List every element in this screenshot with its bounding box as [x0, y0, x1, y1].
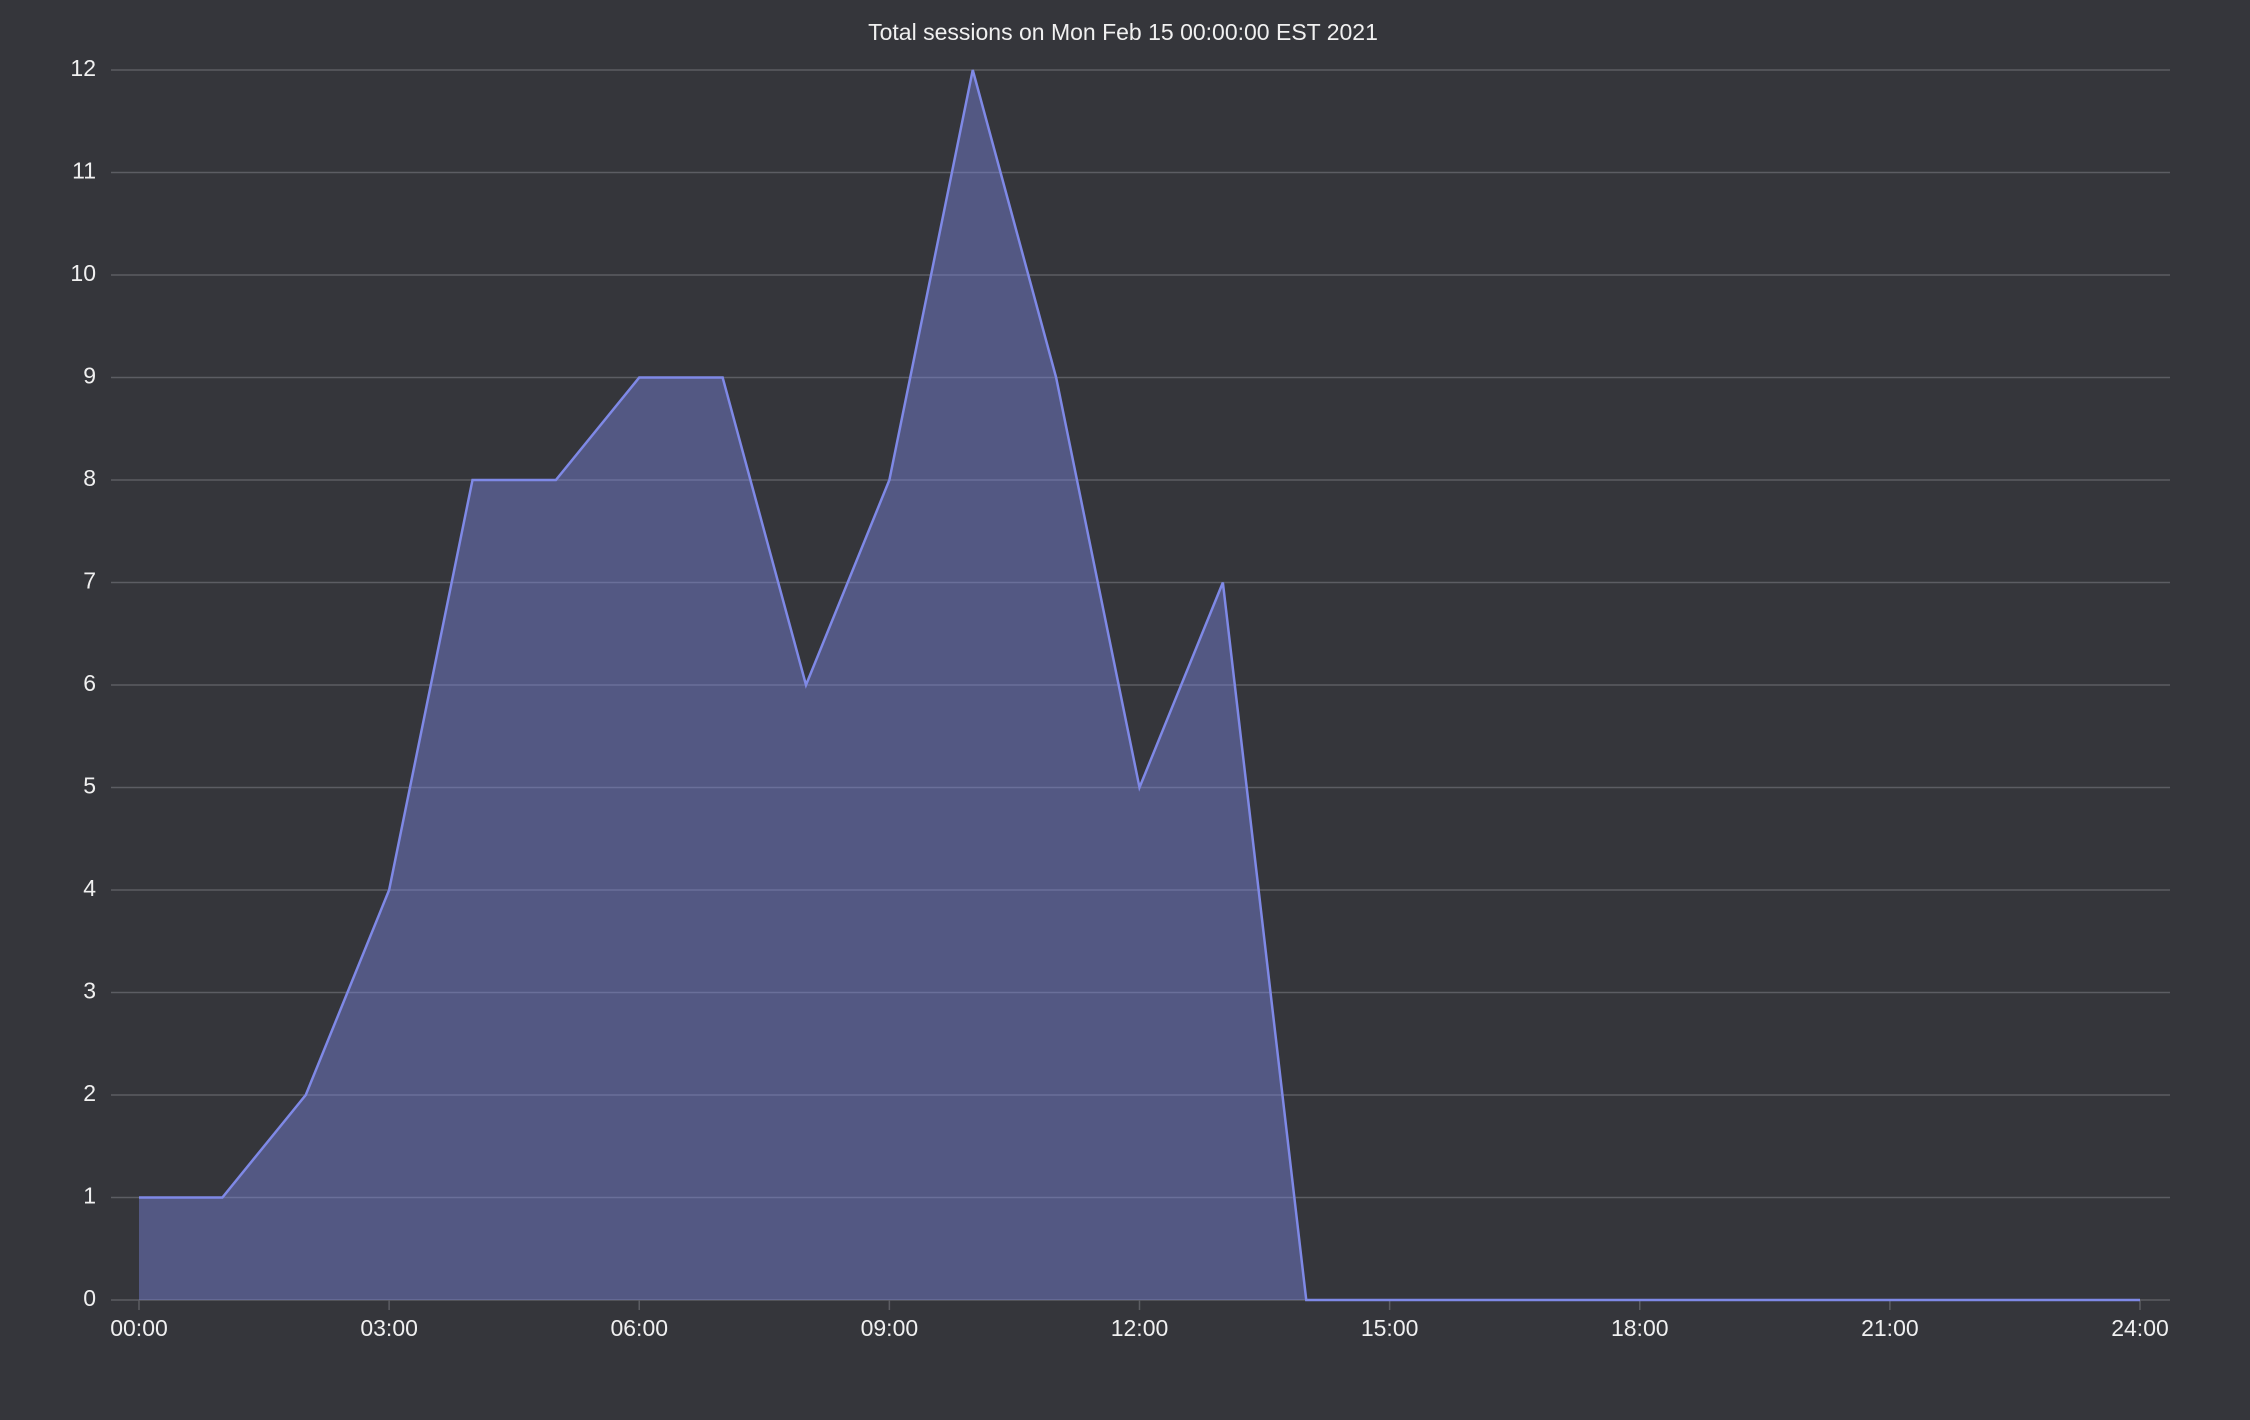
y-tick-label: 5 — [83, 773, 96, 799]
y-tick-label: 7 — [83, 568, 96, 594]
x-tick-label: 24:00 — [2111, 1315, 2169, 1341]
chart-title: Total sessions on Mon Feb 15 00:00:00 ES… — [868, 19, 1378, 45]
y-tick-label: 4 — [83, 875, 96, 901]
y-tick-label: 11 — [72, 158, 96, 184]
x-tick-label: 18:00 — [1611, 1315, 1669, 1341]
y-tick-label: 8 — [83, 465, 96, 491]
area-line — [139, 69, 2140, 1302]
y-tick-label: 12 — [70, 55, 96, 81]
x-tick-label: 12:00 — [1111, 1315, 1169, 1341]
x-tick-label: 15:00 — [1361, 1315, 1419, 1341]
y-tick-label: 2 — [83, 1080, 96, 1106]
y-tick-label: 1 — [83, 1183, 96, 1209]
y-tick-label: 10 — [70, 260, 96, 286]
x-tick-label: 06:00 — [610, 1315, 668, 1341]
y-tick-label: 3 — [83, 978, 96, 1004]
x-tick-label: 09:00 — [861, 1315, 919, 1341]
x-tick-label: 03:00 — [360, 1315, 418, 1341]
x-tick-label: 21:00 — [1861, 1315, 1919, 1341]
x-tick-label: 00:00 — [110, 1315, 168, 1341]
y-tick-label: 0 — [83, 1285, 96, 1311]
y-tick-label: 6 — [83, 670, 96, 696]
y-tick-label: 9 — [83, 363, 96, 389]
